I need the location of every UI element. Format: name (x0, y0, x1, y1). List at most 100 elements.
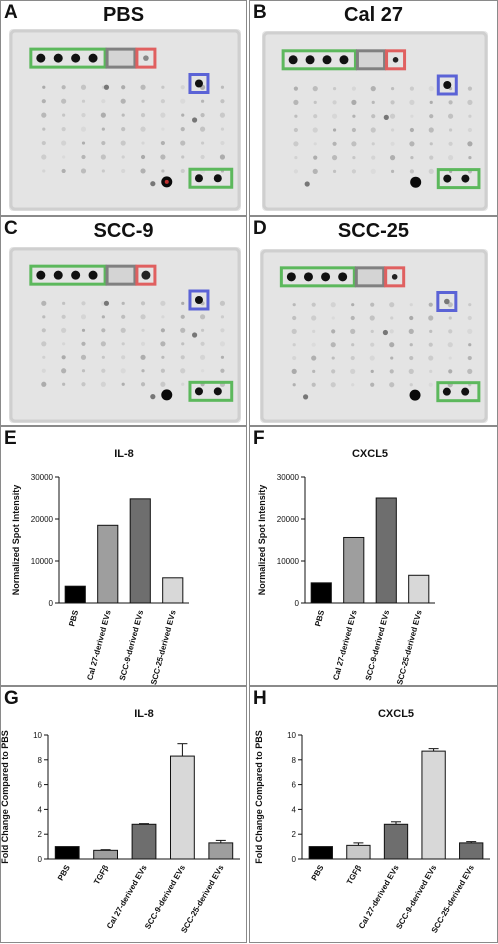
array-spot (311, 382, 316, 387)
array-spot (200, 99, 205, 103)
array-spot (199, 354, 206, 360)
y-tick-label: 10 (287, 731, 296, 740)
array-spot (330, 342, 336, 348)
reference-spot (213, 387, 222, 396)
array-spot (351, 303, 355, 307)
array-spot (447, 113, 454, 119)
array-spot (389, 342, 395, 348)
array-spot (121, 314, 126, 319)
array-spot (429, 369, 433, 373)
array-spot (448, 329, 453, 334)
array-spot (409, 315, 414, 321)
array-spot (448, 128, 453, 132)
array-spot (429, 142, 433, 146)
array-spot (81, 113, 86, 118)
x-tick-label: Cal 27-derived EVs (85, 609, 112, 681)
reference-spot (71, 270, 81, 280)
array-spot (332, 87, 337, 91)
target-spot (143, 55, 149, 61)
bar-chart: IL-8 Fold Change Compared to PBS 0 2 4 6 8 10 PB… (1, 708, 240, 935)
membrane (9, 29, 241, 211)
membrane (9, 247, 241, 423)
highlight-box-green (29, 47, 107, 69)
array-spot (351, 343, 355, 347)
array-spot (101, 99, 106, 104)
array-spot (303, 394, 309, 400)
y-tick-label: 2 (38, 830, 43, 839)
array-spot (350, 315, 355, 321)
array-spot (62, 155, 66, 159)
blot-panel-c: C SCC-9 (0, 216, 247, 426)
array-spot (409, 141, 415, 147)
reference-spot (461, 387, 470, 396)
x-tick-label: Cal 27-derived EVs (331, 609, 358, 681)
array-spot (160, 300, 166, 306)
array-spot (140, 301, 146, 306)
y-axis-label: Normalized Spot Intensity (11, 485, 21, 596)
array-spot (351, 86, 357, 91)
array-spot (141, 328, 145, 332)
array-spot (192, 332, 198, 338)
array-spot (468, 343, 472, 347)
x-tick-label: PBS (67, 609, 80, 628)
bar (383, 823, 409, 860)
array-spot (468, 156, 472, 160)
array-spot (409, 127, 415, 133)
array-spot (351, 169, 357, 174)
array-spot (220, 127, 225, 131)
array-spot (304, 181, 310, 187)
array-spot (389, 369, 394, 374)
highlight-box-gray (355, 49, 387, 71)
array-spot (331, 113, 338, 119)
reference-spot (305, 55, 315, 65)
array-spot (42, 315, 46, 319)
array-spot (370, 382, 375, 387)
blot-title: SCC-25 (337, 220, 410, 242)
array-spot (389, 113, 396, 119)
array-spot (220, 368, 225, 373)
array-spot (389, 329, 394, 334)
highlight-box-green (436, 381, 481, 403)
reference-spot (88, 270, 98, 280)
array-spot (103, 300, 110, 306)
array-spot (448, 369, 453, 374)
array-spot (330, 302, 336, 308)
y-tick-label: 0 (292, 855, 297, 864)
array-spot (80, 84, 87, 90)
array-spot (220, 99, 225, 104)
array-spot (311, 342, 316, 347)
array-spot (121, 355, 126, 360)
reference-spot (303, 272, 313, 282)
y-tick-label: 8 (292, 756, 297, 765)
array-spot (220, 315, 225, 319)
bar (64, 585, 86, 604)
strong-spot (161, 389, 173, 401)
array-spot (41, 140, 46, 146)
highlight-box-green (279, 266, 356, 288)
x-tick-label: SCC-25-derived EVs (179, 863, 226, 935)
array-spot (199, 314, 206, 320)
x-tick-label: PBS (313, 609, 326, 628)
chart-title: IL-8 (134, 708, 154, 720)
y-tick-label: 4 (38, 805, 43, 814)
membrane (260, 249, 488, 423)
x-tick-label: TGFβ (345, 863, 363, 886)
array-spot (291, 328, 297, 334)
array-spot (160, 368, 165, 373)
strong-spot (410, 176, 422, 188)
array-spot (311, 315, 317, 321)
x-tick-label: PBS (56, 863, 72, 882)
target-spot (443, 81, 452, 89)
x-tick-label: SCC-25-derived EVs (149, 609, 178, 686)
array-spot (447, 342, 453, 348)
array-spot (81, 301, 86, 306)
array-spot (100, 381, 106, 387)
array-spot (180, 127, 185, 132)
blot-image (9, 29, 241, 211)
array-spot (428, 315, 434, 321)
membrane-edge (262, 31, 488, 211)
array-spot (313, 100, 317, 104)
array-spot (370, 342, 375, 347)
chart-title: CXCL5 (378, 708, 414, 720)
array-spot (370, 127, 376, 133)
